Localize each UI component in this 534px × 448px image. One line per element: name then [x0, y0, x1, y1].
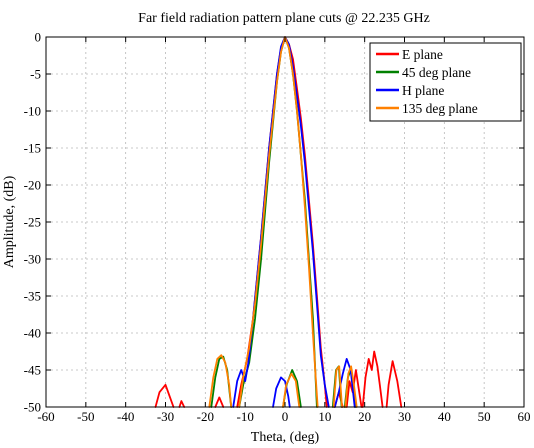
x-tick-label: -60 — [37, 409, 54, 424]
series-line-e-plane — [345, 369, 363, 408]
legend: E plane 45 deg plane H plane 135 deg plane — [369, 42, 522, 122]
series-135-deg-plane — [208, 36, 358, 408]
x-tick-labels: -60 -50 -40 -30 -20 -10 0 10 20 30 40 50 60 — [37, 409, 530, 424]
x-tick-label: -30 — [157, 409, 174, 424]
x-tick-label: 20 — [358, 409, 371, 424]
x-tick-label: -20 — [197, 409, 214, 424]
legend-label: 45 deg plane — [402, 65, 471, 80]
y-tick-label: -5 — [30, 67, 41, 82]
tick-marks — [45, 36, 525, 408]
y-tick-label: -30 — [24, 252, 41, 267]
x-tick-label: 40 — [438, 409, 451, 424]
y-tick-label: -40 — [24, 326, 41, 341]
legend-label: H plane — [402, 83, 444, 98]
chart-title: Far field radiation pattern plane cuts @… — [138, 11, 430, 26]
series-line-135-deg-plane — [332, 365, 343, 408]
legend-box — [369, 42, 522, 122]
x-tick-label: 0 — [282, 409, 289, 424]
y-tick-label: -15 — [24, 141, 41, 156]
legend-label: E plane — [402, 47, 443, 62]
x-tick-label: 60 — [518, 409, 531, 424]
legend-label: 135 deg plane — [402, 101, 478, 116]
series-line-135-deg-plane — [282, 372, 301, 408]
series-line-e-plane — [154, 383, 175, 408]
x-axis-label: Theta, (deg) — [251, 430, 320, 445]
x-tick-label: -40 — [117, 409, 134, 424]
x-tick-label: -50 — [77, 409, 94, 424]
y-tick-label: -50 — [24, 400, 41, 415]
series-line-e-plane — [385, 360, 403, 408]
series-line-135-deg-plane — [208, 354, 233, 408]
y-tick-label: -45 — [24, 363, 41, 378]
series-line-h-plane — [333, 357, 356, 408]
y-tick-label: -10 — [24, 104, 41, 119]
series-lines — [154, 36, 403, 408]
y-axis-label: Amplitude, (dB) — [2, 175, 17, 268]
series-line-e-plane — [361, 350, 384, 408]
series-line-e-plane — [214, 396, 225, 408]
series-line-135-deg-plane — [238, 36, 319, 408]
y-tick-labels: 0 -5 -10 -15 -20 -25 -30 -35 -40 -45 -50 — [24, 30, 41, 415]
series-line-e-plane — [178, 400, 186, 408]
series-line-135-deg-plane — [344, 365, 358, 408]
y-tick-label: 0 — [35, 30, 42, 45]
x-tick-label: 50 — [478, 409, 491, 424]
x-tick-label: 30 — [398, 409, 411, 424]
y-tick-label: -20 — [24, 178, 41, 193]
series-line-h-plane — [272, 376, 291, 408]
y-tick-label: -25 — [24, 215, 41, 230]
y-tick-label: -35 — [24, 289, 41, 304]
x-tick-label: 10 — [318, 409, 331, 424]
x-tick-label: -10 — [236, 409, 253, 424]
